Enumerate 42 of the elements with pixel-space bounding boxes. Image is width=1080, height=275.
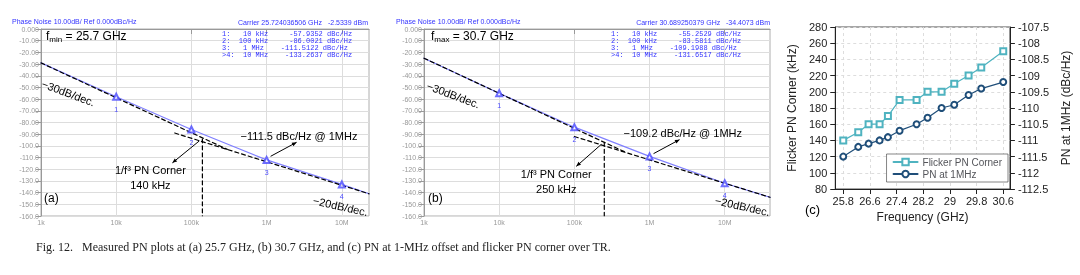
x-tick-label: 28.2 bbox=[912, 194, 934, 207]
x-tick-label: 27.4 bbox=[885, 194, 908, 207]
x-tick-label: 29.8 bbox=[965, 194, 988, 207]
annotation: 1/f³ PN Corner 250 kHz bbox=[520, 167, 593, 195]
annotation: −109.2 dBc/Hz @ 1MHz bbox=[623, 127, 743, 140]
y-tick-label: 120 bbox=[808, 150, 828, 163]
y-tick-label: 80 bbox=[815, 183, 828, 195]
annotation: (b) bbox=[428, 191, 443, 205]
y-tick-label: 280 bbox=[808, 21, 828, 33]
y-tick-label: 100 bbox=[808, 166, 828, 179]
y2-tick-label: -110 bbox=[1017, 102, 1040, 114]
y2-tick-label: -108.5 bbox=[1017, 53, 1050, 66]
y-tick-label: 200 bbox=[808, 85, 828, 98]
y-tick-label: 180 bbox=[808, 102, 828, 114]
y2-tick-label: -112 bbox=[1017, 166, 1040, 179]
x-tick-label: 26.6 bbox=[859, 194, 881, 207]
caption: Fig. 12. Measured PN plots at (a) 25.7 GHz, (b) 30.7 GHz, and (c) PN at 1-MHz offset and flicker PN corner over TR. bbox=[36, 240, 611, 255]
text: (c) bbox=[805, 202, 821, 217]
y2-tick-label: -107.5 bbox=[1017, 21, 1050, 33]
y2-tick-label: -112.5 bbox=[1017, 183, 1049, 195]
y2-tick-label: -109 bbox=[1017, 69, 1040, 82]
y-tick-label: 160 bbox=[808, 118, 828, 131]
y-axis-title: Flicker PN Corner (kHz) bbox=[785, 44, 799, 172]
y2-tick-label: -109.5 bbox=[1017, 85, 1050, 98]
y2-tick-label: -111 bbox=[1017, 134, 1039, 147]
x-tick-label: 29 bbox=[943, 194, 957, 207]
y-tick-label: 140 bbox=[808, 134, 828, 147]
x-axis-title: Frequency (GHz) bbox=[876, 209, 969, 224]
x-tick-label: 30.6 bbox=[992, 194, 1014, 207]
y-tick-label: 240 bbox=[808, 53, 828, 66]
y2-axis-title: PN at 1MHz (dBc/Hz) bbox=[1059, 50, 1073, 166]
legend-label: PN at 1MHz bbox=[922, 168, 977, 180]
y-tick-label: 260 bbox=[808, 37, 828, 50]
x-tick-label: 25.8 bbox=[832, 194, 854, 207]
y2-tick-label: -110.5 bbox=[1017, 118, 1049, 131]
y2-tick-label: -111.5 bbox=[1017, 150, 1048, 163]
annotation: (a) bbox=[44, 191, 59, 205]
legend-label: Flicker PN Corner bbox=[922, 156, 1003, 168]
y2-tick-label: -108 bbox=[1017, 37, 1040, 50]
annotation: −111.5 dBc/Hz @ 1MHz bbox=[240, 129, 358, 142]
y-tick-label: 220 bbox=[808, 69, 828, 82]
annotation: 1/f³ PN Corner 140 kHz bbox=[114, 164, 187, 192]
